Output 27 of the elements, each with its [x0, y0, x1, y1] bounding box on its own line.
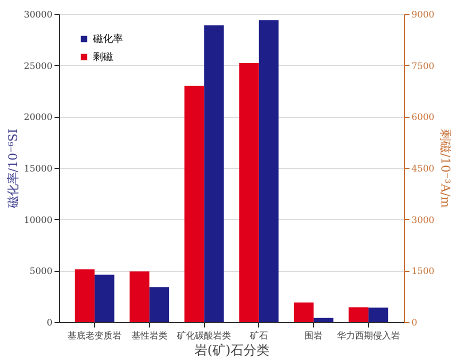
- y-tick-label: 20000: [24, 113, 53, 124]
- y2-tick-label: 4500: [412, 164, 435, 174]
- y2-tick-label: 9000: [412, 10, 435, 20]
- x-tick-label: 华力西期侵入岩: [336, 330, 400, 342]
- y-tick-label: 10000: [24, 216, 53, 226]
- x-tick-label: 基性岩类: [131, 330, 168, 342]
- y2-tick-label: 1500: [412, 267, 435, 278]
- y2-tick-label: 6000: [412, 113, 435, 124]
- y-tick-label: 15000: [24, 164, 53, 174]
- y-tick-label: 5000: [30, 267, 53, 278]
- y2-axis-title: 剩磁/10⁻³A/m: [438, 129, 452, 208]
- y2-tick-label: 3000: [412, 216, 435, 226]
- y-tick-label: 25000: [24, 62, 53, 72]
- bar: [294, 302, 314, 322]
- legend-label: 剩磁: [93, 51, 113, 63]
- x-tick-label: 矿石: [248, 330, 268, 342]
- y-tick-label: 30000: [24, 10, 53, 20]
- x-tick-label: 基底老变质岩: [68, 330, 122, 342]
- y-axis-title: 磁化率/10⁻⁶SI: [6, 128, 20, 210]
- x-axis-title: 岩(矿)石分类: [194, 344, 270, 358]
- y-tick-label: 0: [46, 318, 53, 328]
- y2-tick-label: 7500: [412, 62, 435, 72]
- x-tick-label: 矿化碳酸岩类: [176, 330, 232, 342]
- legend-label: 磁化率: [92, 33, 123, 45]
- bar: [314, 318, 334, 322]
- x-tick-label: 围岩: [304, 330, 323, 342]
- y2-tick-label: 0: [412, 318, 418, 328]
